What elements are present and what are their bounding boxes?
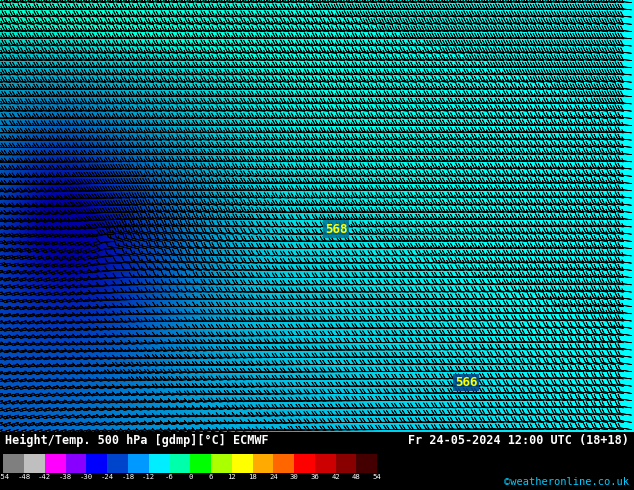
Bar	[211, 454, 232, 473]
Text: Height/Temp. 500 hPa [gdmp][°C] ECMWF: Height/Temp. 500 hPa [gdmp][°C] ECMWF	[5, 434, 269, 447]
Text: 12: 12	[228, 474, 236, 480]
Bar	[65, 454, 86, 473]
Text: -6: -6	[165, 474, 174, 480]
Text: -30: -30	[80, 474, 93, 480]
Text: -48: -48	[17, 474, 30, 480]
Text: -54: -54	[0, 474, 10, 480]
Bar	[190, 454, 211, 473]
Bar	[148, 454, 169, 473]
Text: -24: -24	[101, 474, 113, 480]
Text: -12: -12	[142, 474, 155, 480]
Text: 24: 24	[269, 474, 278, 480]
Text: 42: 42	[332, 474, 340, 480]
Bar	[86, 454, 107, 473]
Text: -42: -42	[38, 474, 51, 480]
Bar	[252, 454, 273, 473]
Text: 6: 6	[209, 474, 213, 480]
Text: -18: -18	[121, 474, 134, 480]
Text: 54: 54	[373, 474, 382, 480]
Text: 36: 36	[311, 474, 320, 480]
Bar	[315, 454, 335, 473]
Bar	[107, 454, 128, 473]
Bar	[3, 454, 24, 473]
Text: Fr 24-05-2024 12:00 UTC (18+18): Fr 24-05-2024 12:00 UTC (18+18)	[408, 434, 629, 447]
Bar	[232, 454, 252, 473]
Text: 48: 48	[352, 474, 361, 480]
Text: 30: 30	[290, 474, 299, 480]
Text: 18: 18	[248, 474, 257, 480]
Text: 568: 568	[325, 222, 347, 236]
Bar	[335, 454, 356, 473]
Text: 566: 566	[455, 376, 477, 389]
Bar	[24, 454, 45, 473]
Bar	[273, 454, 294, 473]
Bar	[356, 454, 377, 473]
Text: ©weatheronline.co.uk: ©weatheronline.co.uk	[504, 477, 629, 487]
Bar	[45, 454, 65, 473]
Text: 0: 0	[188, 474, 192, 480]
Bar	[294, 454, 315, 473]
Bar	[128, 454, 148, 473]
Text: -38: -38	[59, 474, 72, 480]
Bar	[169, 454, 190, 473]
